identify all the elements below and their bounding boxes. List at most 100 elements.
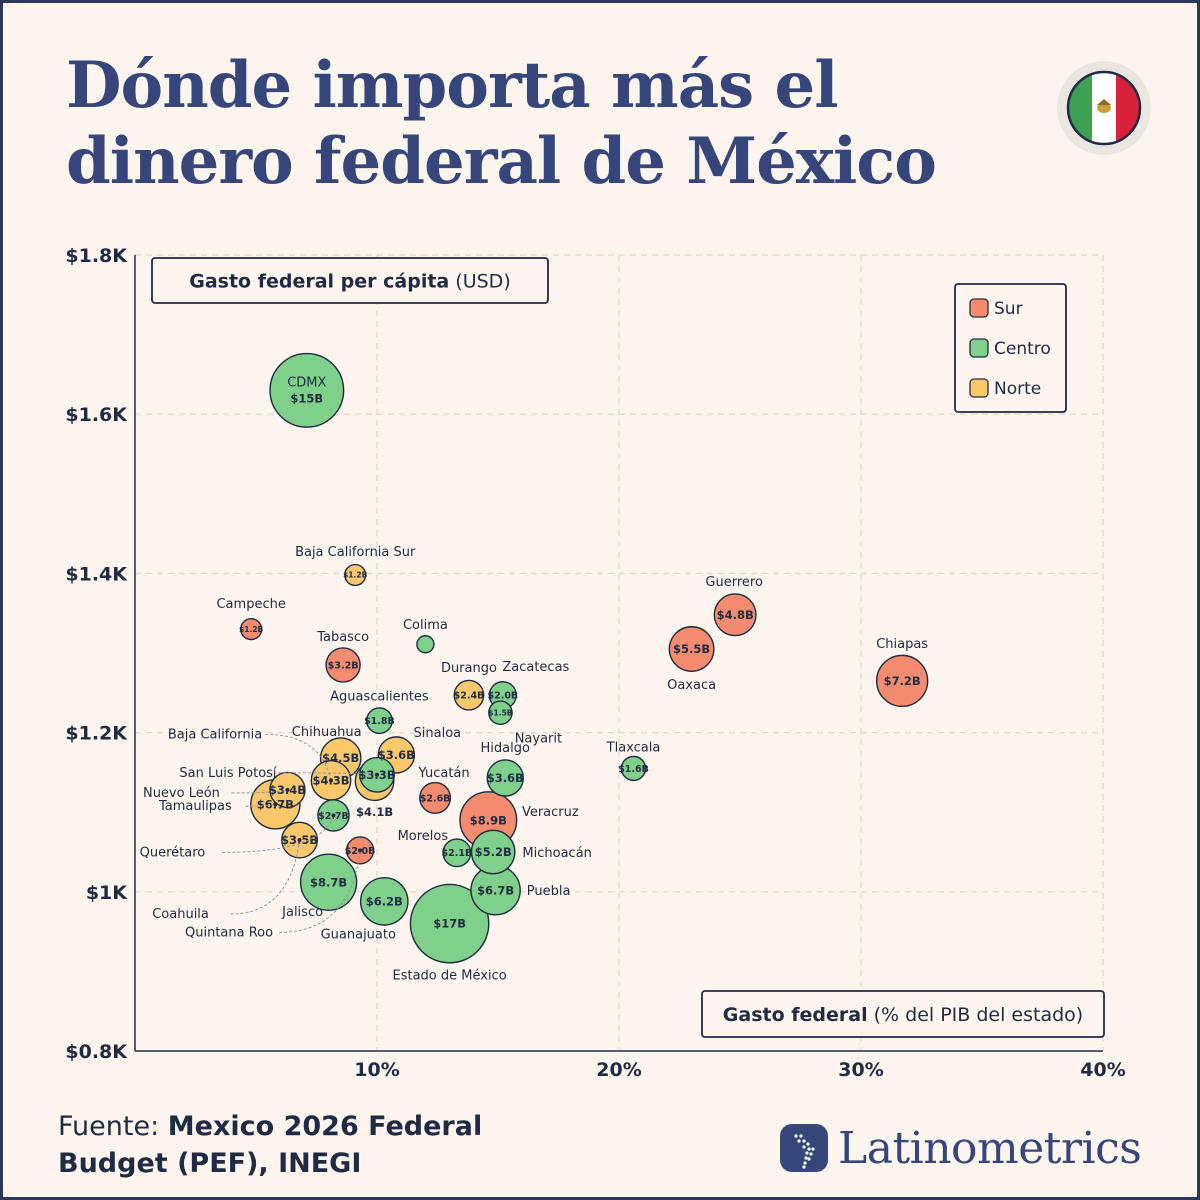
y-tick-label: $1.8K	[65, 245, 128, 267]
bubble-durango	[453, 679, 485, 711]
bubble-value-veracruz: $8.9B	[470, 813, 507, 827]
bubble-campeche	[240, 618, 263, 641]
state-label-queretaro: Querétaro	[140, 845, 206, 860]
state-label-tlaxcala: Tlaxcala	[606, 740, 661, 755]
state-label-cdmx: CDMX	[287, 375, 326, 390]
state-label-nayarit: Nayarit	[515, 732, 562, 747]
bubble-oaxaca	[668, 626, 715, 672]
bubble-chiapas	[875, 654, 929, 708]
leader-line-nuevo-leon	[231, 789, 288, 794]
legend-swatch-centro	[969, 338, 989, 358]
bubble-value-guerrero: $4.8B	[717, 608, 754, 622]
bubble-value-estado-de-mexico: $17B	[433, 917, 466, 931]
bubble-aguascalientes	[365, 707, 393, 735]
state-label-michoacan: Michoacán	[522, 846, 592, 861]
leader-line-quintana-roo	[279, 850, 361, 933]
bubble-jalisco	[299, 853, 358, 911]
state-label-jalisco: Jalisco	[281, 905, 323, 920]
leader-dot-san-luis-potosi	[375, 772, 379, 777]
bubble-colima	[416, 635, 435, 654]
bubble-value-jalisco: $8.7B	[310, 875, 347, 889]
leader-dot-coahuila	[297, 838, 302, 843]
bubble-guanajuato	[359, 876, 409, 926]
state-label-yucatan: Yucatán	[418, 766, 470, 781]
state-label-colima: Colima	[403, 618, 448, 633]
state-label-veracruz: Veracruz	[522, 805, 579, 820]
bubble-michoacan	[470, 829, 516, 875]
bubble-value-durango: $2.4B	[454, 691, 485, 702]
bubble-baja-california-sur	[344, 563, 367, 587]
bubble-value-hidalgo: $3.6B	[487, 771, 524, 785]
state-label-tabasco: Tabasco	[316, 630, 369, 645]
x-axis-title-box	[701, 990, 1105, 1038]
state-label-puebla: Puebla	[527, 884, 571, 899]
state-label-nuevo-leon: Nuevo León	[143, 786, 220, 801]
leader-dot-queretaro	[331, 813, 336, 818]
bubble-value-zacatecas: $2.0B	[487, 691, 518, 702]
bubble-cdmx	[269, 352, 345, 428]
leader-dot-quintana-roo	[358, 848, 363, 853]
bubble-value-sonora: $4.1B	[356, 805, 393, 819]
leader-line-queretaro	[222, 815, 334, 853]
source-note: Fuente: Mexico 2026 Federal Budget (PEF)…	[58, 1108, 498, 1182]
bubble-value-baja-california-sur: $1.2B	[343, 571, 368, 580]
latin-america-map-icon	[780, 1124, 828, 1172]
state-label-san-luis-potosi: San Luis Potosí	[179, 766, 277, 781]
mexico-flag-icon	[1057, 61, 1151, 155]
x-tick-label: 20%	[596, 1059, 641, 1081]
bubble-value-chiapas: $7.2B	[884, 674, 921, 688]
bubble-hidalgo	[486, 759, 524, 797]
bubble-morelos	[442, 838, 472, 868]
state-label-morelos: Morelos	[398, 829, 449, 844]
state-label-guanajuato: Guanajuato	[321, 927, 396, 942]
bubble-tabasco	[325, 647, 361, 683]
state-label-baja-california-sur: Baja California Sur	[295, 545, 416, 560]
bubble-value-campeche: $1.2B	[239, 625, 264, 634]
state-label-aguascalientes: Aguascalientes	[330, 690, 429, 705]
legend-label-centro: Centro	[994, 339, 1051, 359]
title-line-1: Dónde importa más el	[66, 48, 839, 123]
state-label-sinaloa: Sinaloa	[414, 726, 462, 741]
leader-line-san-luis-potosi	[277, 772, 378, 776]
bubble-value-tlaxcala: $1.6B	[618, 764, 649, 775]
title-line-2: dinero federal de México	[66, 124, 937, 199]
state-label-estado-de-mexico: Estado de México	[393, 969, 507, 984]
bubble-guerrero	[713, 593, 757, 637]
state-label-campeche: Campeche	[216, 597, 285, 612]
x-tick-label: 30%	[838, 1059, 883, 1081]
bubble-value-oaxaca: $5.5B	[673, 642, 710, 656]
state-label-chiapas: Chiapas	[876, 637, 928, 652]
brand-name: Latinometrics	[838, 1122, 1142, 1174]
state-label-durango: Durango	[441, 661, 497, 676]
bubble-value-guanajuato: $6.2B	[366, 894, 403, 908]
state-label-guerrero: Guerrero	[705, 575, 763, 590]
legend-swatch-sur	[969, 298, 989, 318]
bubble-value-chihuahua: $4.5B	[322, 751, 359, 765]
bubble-yucatan	[419, 781, 452, 814]
legend-label-norte: Norte	[994, 379, 1041, 399]
bubble-estado-de-mexico	[409, 883, 490, 964]
y-tick-label: $1K	[86, 882, 128, 904]
x-axis-title: Gasto federal (% del PIB del estado)	[723, 1004, 1083, 1026]
bubble-value-michoacan: $5.2B	[475, 845, 512, 859]
state-label-hidalgo: Hidalgo	[481, 741, 530, 756]
brand-logo: Latinometrics	[780, 1120, 1142, 1176]
bubble-value-tabasco: $3.2B	[328, 660, 359, 671]
bubble-nayarit	[488, 700, 513, 726]
state-label-tamaulipas: Tamaulipas	[158, 799, 232, 814]
source-lead: Fuente:	[58, 1111, 160, 1142]
bubble-value-nayarit: $1.5B	[488, 708, 513, 717]
y-tick-label: $0.8K	[65, 1041, 128, 1063]
y-tick-label: $1.6K	[65, 404, 128, 426]
state-label-baja-california: Baja California	[168, 727, 262, 742]
state-label-quintana-roo: Quintana Roo	[185, 925, 273, 940]
page-title: Dónde importa más el dinero federal de M…	[66, 48, 966, 200]
bubble-value-sinaloa: $3.6B	[378, 748, 415, 762]
y-axis-title: Gasto federal per cápita (USD)	[189, 271, 510, 293]
leader-dot-baja-california	[329, 778, 334, 783]
y-axis-title-box	[151, 257, 549, 304]
bubble-value-cdmx: $15B	[290, 391, 323, 405]
state-label-zacatecas: Zacatecas	[502, 660, 569, 675]
